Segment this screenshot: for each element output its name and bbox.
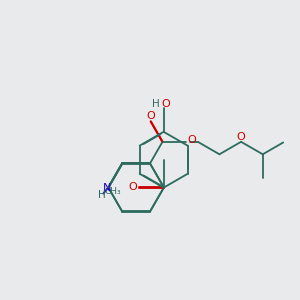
Text: N: N [103,183,111,193]
Text: O: O [146,111,155,121]
Text: H: H [152,99,159,109]
Text: O: O [237,132,245,142]
Text: O: O [161,99,170,109]
Text: O: O [128,182,137,193]
Text: CH₃: CH₃ [104,187,121,196]
Text: H: H [98,190,105,200]
Text: O: O [188,135,197,146]
